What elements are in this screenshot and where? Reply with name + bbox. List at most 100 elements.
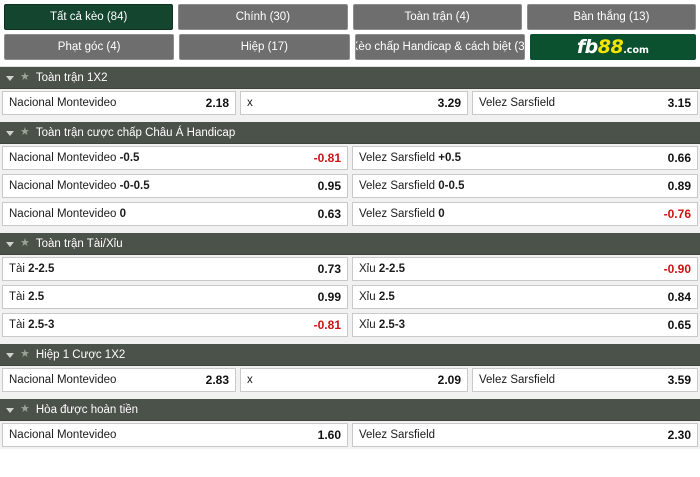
odds-handicap-line: +0.5 [438, 152, 461, 164]
odds-cell[interactable]: Nacional Montevideo 0 0.63 [2, 202, 348, 226]
market-rows: Nacional Montevideo 2.18 x 3.29 Velez Sarsfi… [0, 89, 700, 117]
odds-cell[interactable]: Nacional Montevideo 1.60 [2, 423, 348, 447]
odds-value: 0.89 [667, 179, 691, 193]
odds-value: 3.15 [667, 96, 691, 110]
odds-cell[interactable]: Xỉu 2.5-3 0.65 [352, 313, 698, 337]
odds-handicap-line: -0.5 [119, 152, 140, 164]
chevron-down-icon[interactable] [6, 130, 14, 136]
odds-handicap-line: 2.5-3 [28, 319, 55, 331]
market-header-3[interactable]: ★ Hiệp 1 Cược 1X2 [0, 344, 700, 366]
market-title: Toàn trận cược chấp Châu Á Handicap [35, 126, 236, 139]
odds-cell[interactable]: Velez Sarsfield 3.15 [472, 91, 698, 115]
odds-selection-label: x [247, 374, 253, 386]
tab-secondary-0[interactable]: Phạt góc (4) [4, 34, 175, 60]
odds-value: 0.84 [667, 290, 691, 304]
market-section: ★ Toàn trận Tài/Xỉu Tài 2-2.5 0.73 Xỉu 2-2.5… [0, 233, 700, 339]
star-icon[interactable]: ★ [20, 403, 30, 415]
star-icon[interactable]: ★ [20, 348, 30, 360]
odds-row: Nacional Montevideo 0 0.63 Velez Sarsfield… [0, 200, 700, 228]
chevron-down-icon[interactable] [6, 407, 14, 413]
odds-value: 3.59 [667, 373, 691, 387]
odds-value: -0.81 [313, 318, 341, 332]
tab-label: Chính (30) [235, 11, 291, 23]
market-rows: Nacional Montevideo 1.60 Velez Sarsfield 2.… [0, 421, 700, 449]
odds-row: Nacional Montevideo 1.60 Velez Sarsfield 2.… [0, 421, 700, 449]
odds-selection-label: Xỉu 2-2.5 [359, 263, 406, 275]
odds-value: 1.60 [317, 428, 341, 442]
odds-selection-label: Velez Sarsfield +0.5 [359, 152, 461, 164]
odds-selection-label: Tài 2.5-3 [9, 319, 55, 331]
odds-cell[interactable]: Nacional Montevideo 2.18 [2, 91, 236, 115]
market-header-1[interactable]: ★ Toàn trận cược chấp Châu Á Handicap [0, 122, 700, 144]
odds-cell[interactable]: Tài 2.5 0.99 [2, 285, 348, 309]
tab-primary-2[interactable]: Toàn trận (4) [352, 4, 522, 30]
odds-value: 2.09 [437, 373, 461, 387]
tab-primary-0[interactable]: Tất cả kèo (84) [4, 4, 174, 30]
odds-cell[interactable]: Xỉu 2-2.5 -0.90 [352, 257, 698, 281]
odds-cell[interactable]: Velez Sarsfield 0 -0.76 [352, 202, 698, 226]
market-section: ★ Toàn trận cược chấp Châu Á Handicap Naci… [0, 122, 700, 228]
odds-cell[interactable]: Nacional Montevideo -0-0.5 0.95 [2, 174, 348, 198]
odds-value: 0.95 [317, 179, 341, 193]
odds-row: Tài 2.5-3 -0.81 Xỉu 2.5-3 0.65 [0, 311, 700, 339]
odds-row: Nacional Montevideo 2.83 x 2.09 Velez Sarsfi… [0, 366, 700, 394]
star-icon[interactable]: ★ [20, 126, 30, 138]
tab-label: Tất cả kèo (84) [49, 11, 128, 23]
chevron-down-icon[interactable] [6, 241, 14, 247]
tab-primary-1[interactable]: Chính (30) [178, 4, 348, 30]
odds-value: 0.63 [317, 207, 341, 221]
odds-value: 0.73 [317, 262, 341, 276]
star-icon[interactable]: ★ [20, 237, 30, 249]
odds-selection-label: x [247, 97, 253, 109]
odds-value: 3.29 [437, 96, 461, 110]
odds-value: 2.18 [205, 96, 229, 110]
odds-handicap-line: 2.5-3 [378, 319, 406, 331]
odds-handicap-line: 0 [119, 208, 126, 220]
odds-handicap-line: -0-0.5 [119, 180, 150, 192]
chevron-down-icon[interactable] [6, 352, 14, 358]
odds-selection-label: Tài 2-2.5 [9, 263, 55, 275]
market-header-0[interactable]: ★ Toàn trận 1X2 [0, 67, 700, 89]
odds-value: -0.81 [313, 151, 341, 165]
odds-value: -0.76 [663, 207, 691, 221]
star-icon[interactable]: ★ [20, 71, 30, 83]
tab-label: Bàn thắng (13) [573, 11, 650, 23]
odds-cell[interactable]: Velez Sarsfield 0-0.5 0.89 [352, 174, 698, 198]
market-header-2[interactable]: ★ Toàn trận Tài/Xỉu [0, 233, 700, 255]
tab-label: Kèo chấp Handicap & cách biệt (3) [354, 41, 525, 53]
odds-cell[interactable]: x 3.29 [240, 91, 468, 115]
odds-cell[interactable]: Velez Sarsfield 2.30 [352, 423, 698, 447]
odds-selection-label: Tài 2.5 [9, 291, 45, 303]
tab-label: Hiệp (17) [240, 41, 289, 53]
market-section: ★ Hiệp 1 Cược 1X2 Nacional Montevideo 2.83 x… [0, 344, 700, 394]
odds-handicap-line: 0 [438, 208, 445, 220]
market-title: Hiệp 1 Cược 1X2 [35, 348, 126, 361]
odds-row: Nacional Montevideo 2.18 x 3.29 Velez Sarsfi… [0, 89, 700, 117]
odds-cell[interactable]: Velez Sarsfield +0.5 0.66 [352, 146, 698, 170]
fb88-logo[interactable]: fb 88 .com [529, 34, 696, 60]
odds-row: Tài 2-2.5 0.73 Xỉu 2-2.5 -0.90 [0, 255, 700, 283]
odds-selection-label: Xỉu 2.5-3 [359, 319, 406, 331]
odds-cell[interactable]: Velez Sarsfield 3.59 [472, 368, 698, 392]
market-rows: Nacional Montevideo 2.83 x 2.09 Velez Sarsfi… [0, 366, 700, 394]
tab-primary-3[interactable]: Bàn thắng (13) [526, 4, 696, 30]
odds-cell[interactable]: Tài 2.5-3 -0.81 [2, 313, 348, 337]
tab-label: Toàn trận (4) [404, 11, 470, 23]
fb88-logo-text: fb 88 .com [577, 37, 649, 57]
odds-cell[interactable]: Tài 2-2.5 0.73 [2, 257, 348, 281]
odds-row: Tài 2.5 0.99 Xỉu 2.5 0.84 [0, 283, 700, 311]
odds-cell[interactable]: Xỉu 2.5 0.84 [352, 285, 698, 309]
odds-cell[interactable]: Nacional Montevideo -0.5 -0.81 [2, 146, 348, 170]
tab-row-primary: Tất cả kèo (84) Chính (30) Toàn trận (4) Bà… [4, 4, 696, 30]
odds-value: 2.30 [667, 428, 691, 442]
odds-handicap-line: 2.5 [28, 291, 45, 303]
odds-cell[interactable]: x 2.09 [240, 368, 468, 392]
odds-selection-label: Nacional Montevideo [9, 374, 117, 386]
tab-secondary-1[interactable]: Hiệp (17) [179, 34, 350, 60]
odds-selection-label: Nacional Montevideo [9, 429, 117, 441]
chevron-down-icon[interactable] [6, 75, 14, 81]
odds-cell[interactable]: Nacional Montevideo 2.83 [2, 368, 236, 392]
tab-secondary-2[interactable]: Kèo chấp Handicap & cách biệt (3) [354, 34, 525, 60]
odds-handicap-line: 2-2.5 [378, 263, 406, 275]
market-header-4[interactable]: ★ Hòa được hoàn tiền [0, 399, 700, 421]
